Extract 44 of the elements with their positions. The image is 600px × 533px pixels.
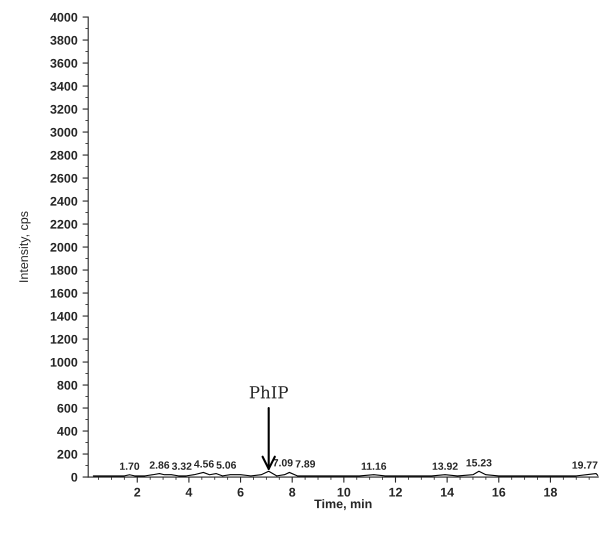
x-axis-title: Time, min (314, 499, 372, 510)
y-tick-label: 2200 (50, 220, 78, 229)
y-tick-label: 3000 (50, 128, 78, 137)
y-tick-label: 3600 (50, 58, 78, 68)
y-tick-label: 3400 (50, 82, 78, 91)
y-tick-label: 1000 (50, 358, 78, 367)
x-tick-label: 18 (544, 488, 557, 497)
annotation: 4.56 (194, 460, 214, 468)
y-tick-label: 3800 (50, 36, 78, 45)
y-tick-label: 2800 (50, 150, 78, 160)
x-tick-label: 10 (338, 488, 350, 497)
annotation: PhIP (250, 386, 288, 398)
y-tick-label: 0 (71, 472, 78, 482)
y-tick-label: 600 (57, 404, 78, 413)
x-tick-label: 4 (186, 488, 192, 497)
y-tick-label: 1200 (50, 334, 78, 344)
y-tick-label: 1400 (50, 312, 78, 321)
x-tick-label: 6 (238, 488, 244, 497)
annotation: 3.32 (172, 462, 192, 470)
x-tick-label: 14 (440, 488, 454, 497)
x-tick-label: 8 (289, 488, 296, 497)
x-tick-label: 16 (492, 488, 506, 497)
y-tick-label: 4000 (50, 12, 78, 22)
annotation: 13.92 (432, 462, 458, 470)
y-tick-label: 2400 (50, 196, 78, 206)
y-tick-label: 2600 (50, 174, 78, 183)
y-tick-label: 800 (57, 380, 78, 390)
x-tick-label: 2 (134, 488, 140, 497)
y-tick-label: 1800 (50, 266, 78, 275)
y-tick-label: 2000 (50, 242, 78, 252)
annotation: 5.06 (216, 461, 236, 469)
annotation: 15.23 (466, 459, 492, 466)
annotation: 11.16 (362, 462, 386, 470)
annotation: 7.09 (273, 459, 293, 466)
annotation: 1.70 (120, 462, 140, 470)
annotation: 7.89 (296, 460, 316, 468)
y-tick-label: 3200 (50, 104, 78, 114)
y-tick-label: 200 (57, 450, 78, 459)
annotation: 2.86 (150, 461, 170, 469)
x-tick-label: 12 (389, 488, 402, 497)
annotation: 19.77 (572, 461, 598, 469)
y-tick-label: 400 (57, 426, 78, 436)
y-axis-title: Intensity, cps (18, 211, 31, 282)
y-tick-label: 1600 (50, 288, 78, 298)
